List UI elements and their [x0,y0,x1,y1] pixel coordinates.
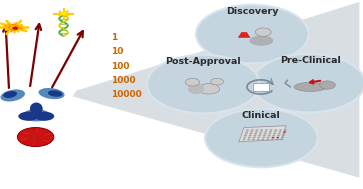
Circle shape [250,131,253,133]
Circle shape [248,137,251,138]
Circle shape [273,133,276,135]
Circle shape [277,135,280,136]
Ellipse shape [0,89,25,101]
Polygon shape [238,32,250,38]
Text: Post-Approval: Post-Approval [166,57,241,66]
Circle shape [284,129,287,131]
Circle shape [281,137,284,138]
Circle shape [252,54,363,112]
Polygon shape [239,126,286,142]
Circle shape [258,135,261,136]
Text: 100: 100 [111,62,129,71]
Ellipse shape [48,90,62,97]
Circle shape [211,78,224,85]
Text: 1: 1 [111,33,117,42]
Ellipse shape [250,36,273,46]
Circle shape [245,133,248,135]
Ellipse shape [38,88,65,99]
Circle shape [261,139,264,140]
Circle shape [268,133,271,135]
Circle shape [282,133,285,135]
Circle shape [268,135,270,136]
Circle shape [61,12,66,15]
Text: Clinical: Clinical [242,111,281,120]
Circle shape [17,128,54,146]
Circle shape [255,131,258,133]
Circle shape [282,135,285,136]
Circle shape [264,133,266,135]
Circle shape [276,137,279,138]
Circle shape [260,131,262,133]
Circle shape [252,139,255,140]
Circle shape [263,135,266,136]
Circle shape [283,131,286,133]
Text: 10: 10 [111,47,123,57]
Circle shape [249,133,252,135]
Circle shape [249,135,252,136]
Circle shape [242,139,245,140]
Circle shape [319,81,335,89]
Circle shape [278,133,281,135]
Ellipse shape [19,112,38,121]
Polygon shape [73,2,359,178]
Circle shape [253,137,256,138]
Circle shape [147,55,260,113]
Circle shape [262,137,265,138]
Circle shape [279,129,282,131]
Text: 1000: 1000 [111,76,135,85]
Circle shape [274,131,277,133]
Circle shape [257,137,260,138]
Circle shape [205,109,318,167]
Circle shape [254,133,257,135]
Circle shape [196,5,309,63]
Ellipse shape [23,109,50,121]
Circle shape [272,135,275,136]
Circle shape [264,131,267,133]
Text: 10000: 10000 [111,90,142,99]
Circle shape [270,129,273,131]
Circle shape [259,133,262,135]
FancyBboxPatch shape [253,83,269,91]
Text: Discovery: Discovery [226,7,278,16]
Circle shape [269,131,272,133]
Ellipse shape [198,84,220,94]
Circle shape [255,28,271,36]
Ellipse shape [34,112,54,121]
Circle shape [256,129,258,131]
Circle shape [251,129,254,131]
Ellipse shape [188,84,204,94]
Circle shape [185,78,200,86]
Circle shape [280,139,283,140]
Circle shape [276,139,278,140]
Circle shape [243,137,246,138]
Circle shape [9,25,19,30]
Circle shape [260,129,263,131]
Circle shape [267,137,270,138]
Circle shape [265,129,268,131]
Circle shape [253,135,256,136]
Circle shape [274,129,277,131]
Ellipse shape [3,91,17,98]
Circle shape [257,139,260,140]
Ellipse shape [30,102,43,115]
Circle shape [266,139,269,140]
Text: Pre-Clinical: Pre-Clinical [280,56,341,65]
Circle shape [271,139,274,140]
Circle shape [272,137,274,138]
Circle shape [245,131,248,133]
Circle shape [13,27,18,29]
Circle shape [247,139,250,140]
Ellipse shape [294,82,327,91]
Circle shape [244,135,247,136]
Circle shape [278,131,281,133]
Circle shape [246,129,249,131]
